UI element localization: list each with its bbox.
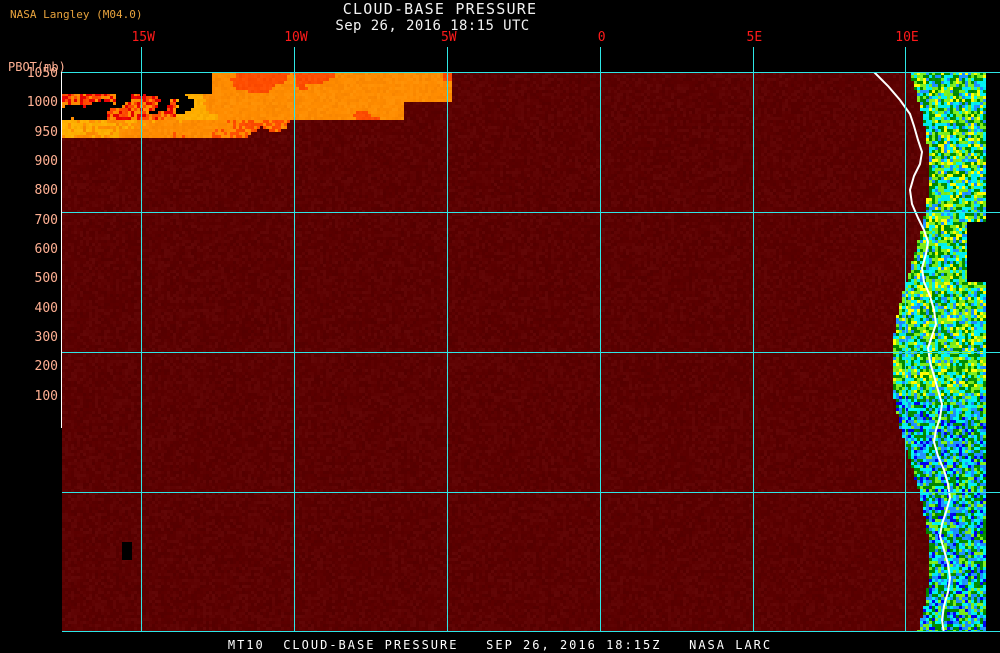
colorbar-tick: 100	[34, 388, 58, 404]
longitude-label: 15W	[131, 30, 155, 45]
colorbar-tick: 1050	[26, 66, 58, 81]
colorbar-tick-labels: 1050 1000 950 900 800 700 600 500 400 300 200 100	[0, 60, 58, 440]
agency-label: NASA Langley (M04.0)	[10, 8, 143, 21]
colorbar-tick: 800	[34, 183, 58, 199]
longitude-axis: 15W 10W 5W 0 5E 10E	[0, 0, 1000, 72]
longitude-label: 10E	[895, 30, 919, 45]
coastline-overlay	[872, 72, 952, 632]
map-gridlines	[62, 72, 1000, 632]
colorbar-tick: 500	[34, 271, 58, 287]
colorbar-tick: 900	[34, 154, 58, 169]
longitude-tick	[294, 47, 295, 72]
colorbar-tick: 950	[34, 124, 58, 140]
longitude-label: 5W	[440, 30, 457, 45]
longitude-tick	[141, 47, 142, 72]
longitude-tick	[905, 47, 906, 72]
longitude-label: 5E	[746, 30, 763, 45]
colorbar-tick: 300	[34, 330, 58, 345]
longitude-label: 0	[597, 30, 606, 45]
coastline-path	[872, 72, 952, 632]
cloud-pressure-map	[62, 72, 1000, 632]
longitude-tick	[600, 47, 601, 72]
footer-text: MT10 CLOUD-BASE PRESSURE SEP 26, 2016 18…	[227, 638, 773, 652]
colorbar-tick: 400	[34, 300, 58, 316]
gridline-horizontal	[62, 492, 1000, 493]
colorbar-label: PBOT(mb)	[8, 60, 66, 74]
colorbar-tick: 200	[34, 359, 58, 375]
colorbar-tick: 1000	[26, 95, 58, 111]
colorbar-tick: 600	[34, 242, 58, 257]
colorbar-tick: 700	[34, 212, 58, 228]
footer-bar: MT10 CLOUD-BASE PRESSURE SEP 26, 2016 18…	[0, 634, 1000, 652]
gridline-horizontal	[62, 212, 1000, 213]
longitude-tick	[753, 47, 754, 72]
gridline-horizontal	[62, 352, 1000, 353]
longitude-label: 10W	[284, 30, 308, 45]
longitude-tick	[447, 47, 448, 72]
